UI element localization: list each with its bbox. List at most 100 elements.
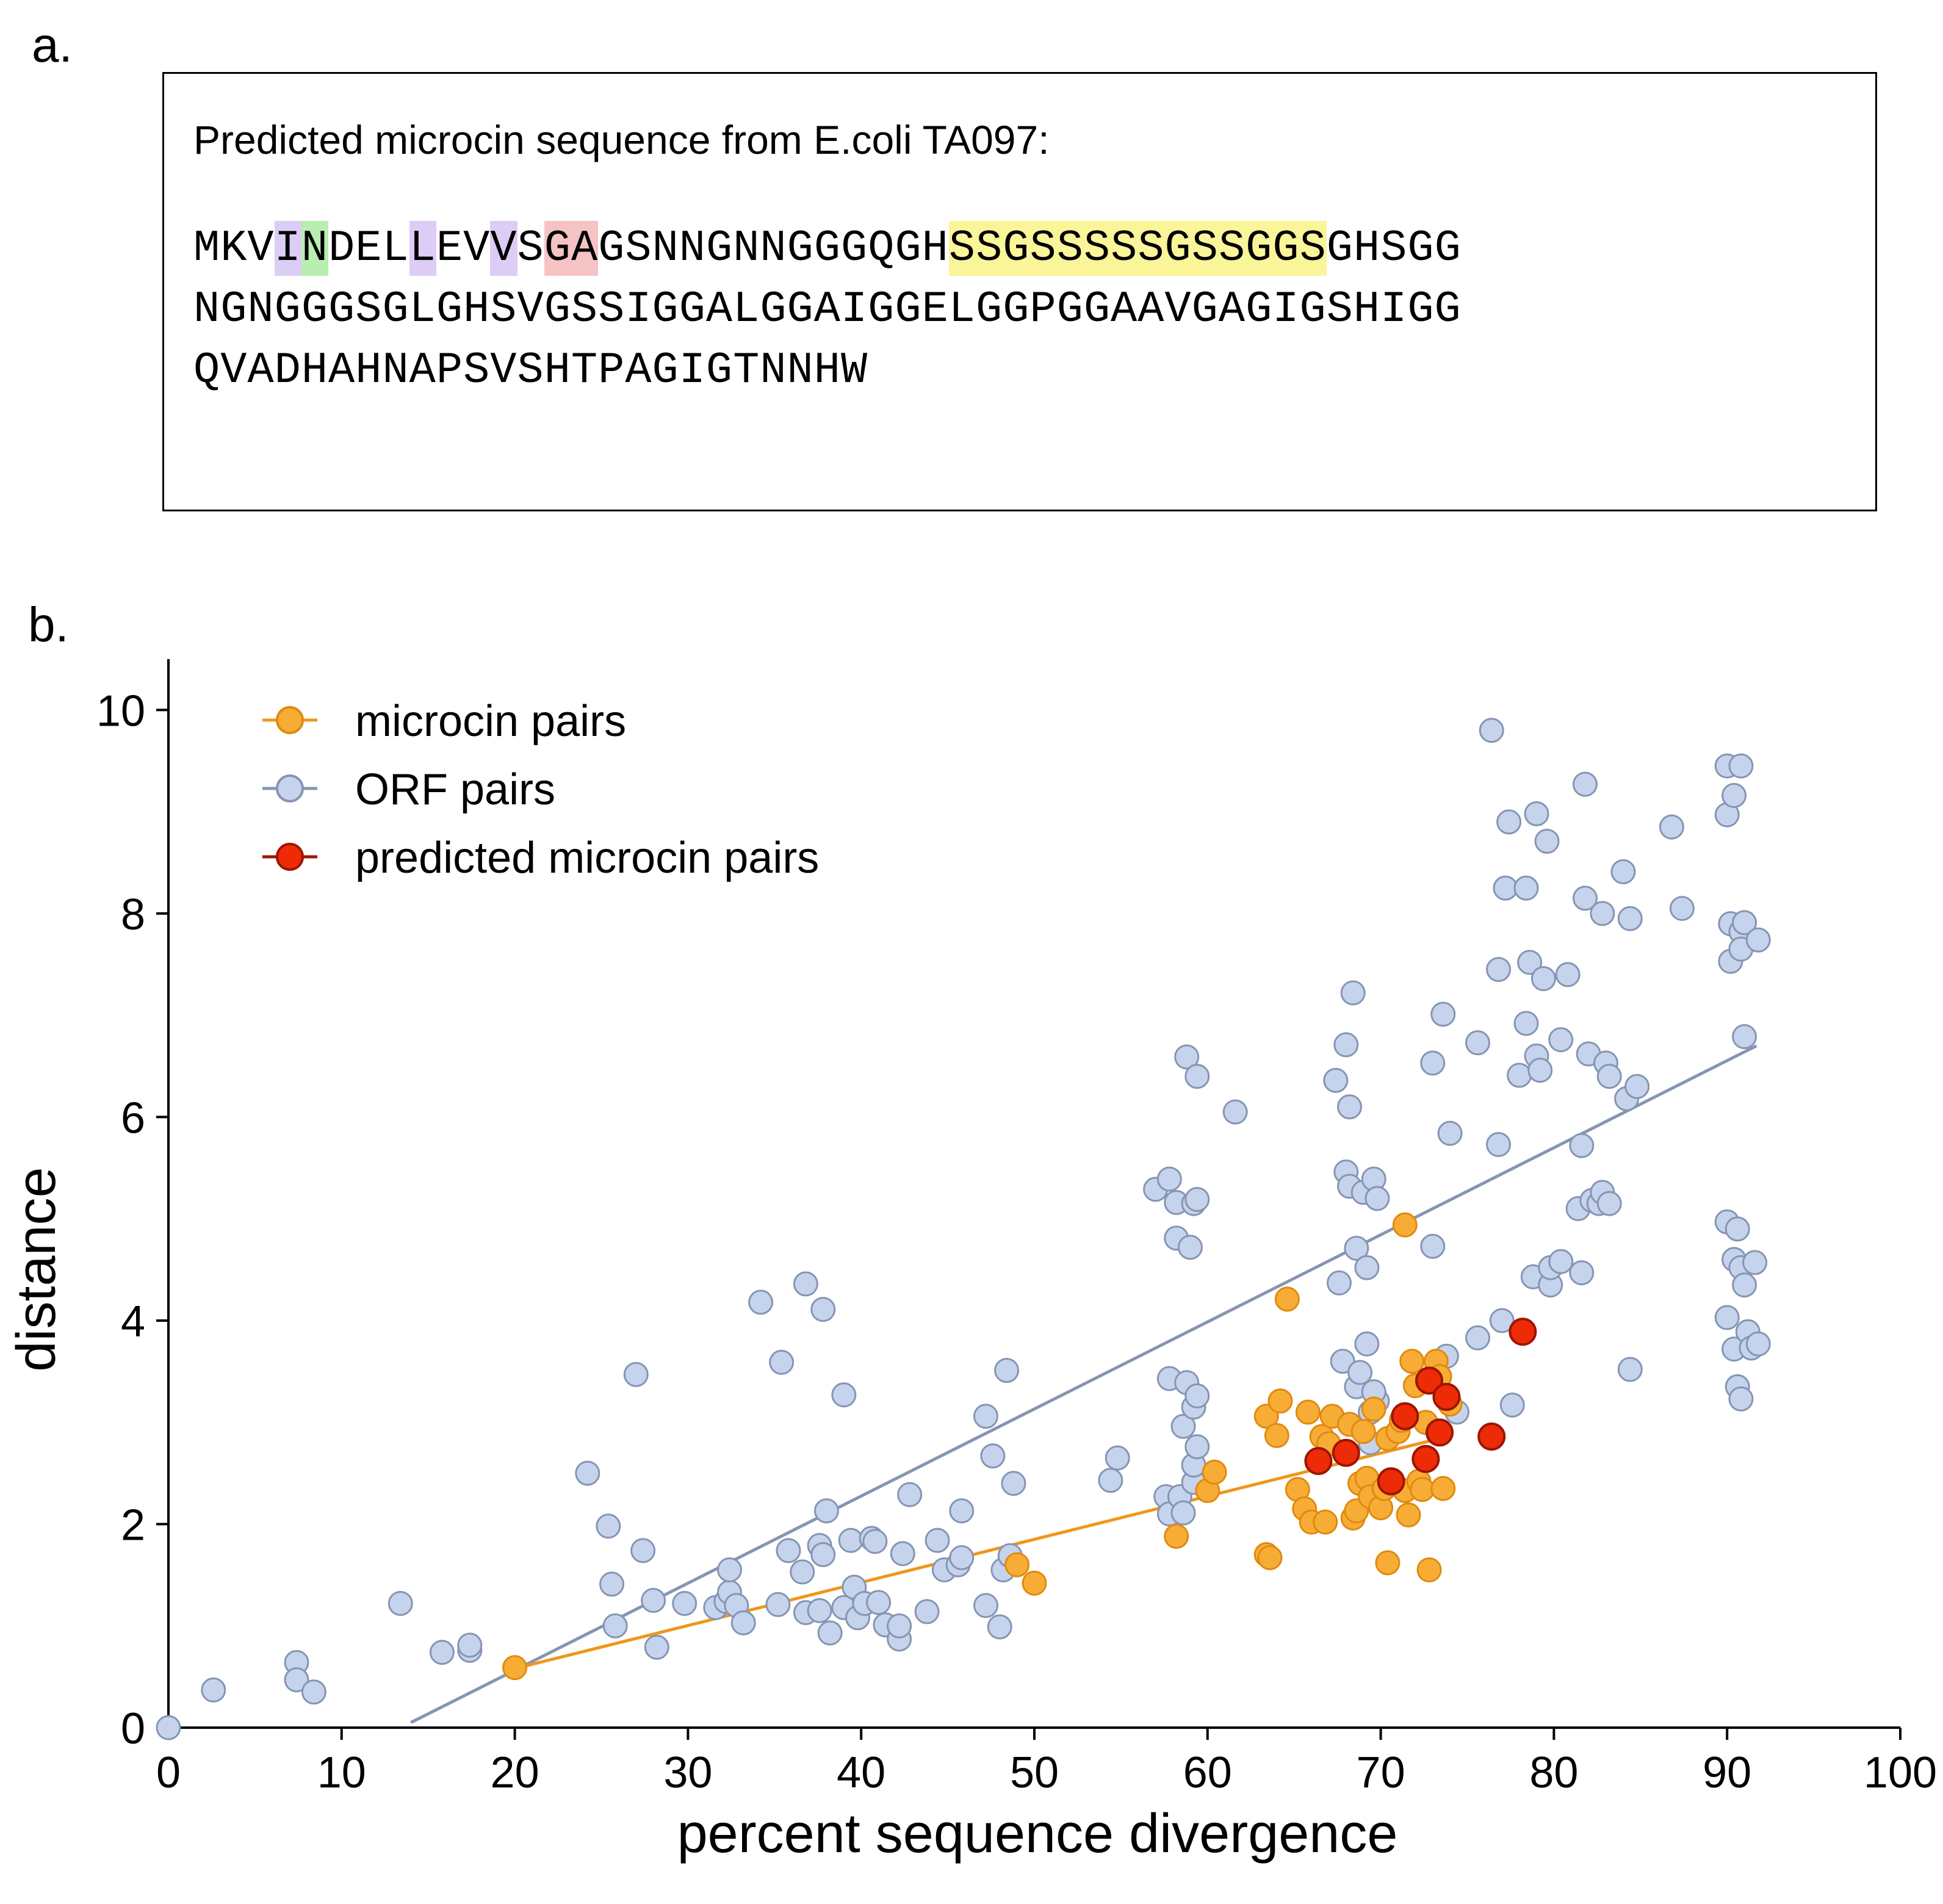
point-predicted-microcin-pairs: [1426, 1418, 1454, 1447]
point-microcin-pairs: [1257, 1545, 1283, 1571]
point-ORF-pairs: [575, 1460, 600, 1486]
point-ORF-pairs: [914, 1599, 940, 1625]
point-ORF-pairs: [599, 1571, 625, 1597]
point-predicted-microcin-pairs: [1477, 1423, 1506, 1451]
point-ORF-pairs: [1534, 829, 1560, 854]
legend-label: predicted microcin pairs: [355, 834, 819, 882]
sequence-segment: GSNNGNNGGGQGH: [598, 223, 949, 273]
sequence-segment: NGNGGGSGLGHSVGSSIGGALGGAIGGELGGPGGAAVGAG…: [193, 284, 1462, 334]
point-ORF-pairs: [1745, 1331, 1771, 1357]
point-ORF-pairs: [1732, 1024, 1757, 1050]
point-ORF-pairs: [1569, 1260, 1595, 1286]
point-ORF-pairs: [790, 1559, 815, 1585]
point-ORF-pairs: [1364, 1186, 1390, 1211]
point-ORF-pairs: [1728, 753, 1754, 779]
point-microcin-pairs: [1399, 1349, 1425, 1374]
point-ORF-pairs: [284, 1667, 309, 1693]
point-ORF-pairs: [1170, 1500, 1196, 1526]
point-ORF-pairs: [831, 1382, 857, 1408]
point-ORF-pairs: [457, 1632, 483, 1658]
point-ORF-pairs: [1177, 1235, 1203, 1260]
x-tick-label: 80: [1529, 1748, 1578, 1797]
point-ORF-pairs: [717, 1557, 743, 1583]
x-axis-label: percent sequence divergence: [677, 1803, 1398, 1864]
point-microcin-pairs: [1410, 1477, 1435, 1502]
sequence-line-1: MKVINDELLEVVSGAGSNNGNNGGGQGHSSGSSSSSGSSG…: [193, 221, 1462, 276]
point-ORF-pairs: [1530, 966, 1556, 992]
x-tick-label: 100: [1864, 1748, 1937, 1797]
x-tick-label: 40: [837, 1748, 885, 1797]
highlight-purple: L: [409, 221, 436, 276]
point-microcin-pairs: [1295, 1399, 1321, 1425]
point-ORF-pairs: [1596, 1191, 1622, 1216]
point-ORF-pairs: [1493, 875, 1518, 901]
point-ORF-pairs: [1714, 1305, 1740, 1330]
point-predicted-microcin-pairs: [1332, 1438, 1360, 1467]
point-ORF-pairs: [1513, 1011, 1539, 1036]
point-ORF-pairs: [1548, 1027, 1574, 1053]
point-ORF-pairs: [1170, 1413, 1196, 1439]
point-ORF-pairs: [769, 1349, 795, 1375]
point-ORF-pairs: [973, 1593, 999, 1618]
point-ORF-pairs: [1437, 1120, 1463, 1146]
point-ORF-pairs: [1617, 1357, 1643, 1382]
point-ORF-pairs: [1617, 906, 1643, 931]
point-ORF-pairs: [949, 1498, 975, 1524]
point-ORF-pairs: [1420, 1233, 1446, 1259]
point-ORF-pairs: [862, 1529, 888, 1554]
point-ORF-pairs: [1430, 1001, 1456, 1027]
point-ORF-pairs: [1517, 950, 1543, 975]
sequence-line-2: NGNGGGSGLGHSVGSSIGGALGGAIGGELGGPGGAAVGAG…: [193, 287, 1462, 331]
point-ORF-pairs: [1340, 980, 1366, 1006]
point-predicted-microcin-pairs: [1432, 1383, 1461, 1412]
point-ORF-pairs: [1742, 1250, 1768, 1275]
point-ORF-pairs: [866, 1590, 892, 1615]
point-ORF-pairs: [1486, 957, 1512, 983]
point-ORF-pairs: [925, 1527, 950, 1553]
point-ORF-pairs: [388, 1591, 413, 1617]
sequence-title: Predicted microcin sequence from E.coli …: [193, 117, 1050, 162]
y-tick-label: 10: [96, 687, 145, 735]
y-tick-label: 0: [121, 1704, 145, 1753]
point-ORF-pairs: [1347, 1360, 1373, 1385]
point-ORF-pairs: [429, 1640, 455, 1665]
highlight-yellow: SSGSSSSSGSSGGS: [948, 221, 1327, 276]
point-ORF-pairs: [156, 1715, 181, 1740]
y-tick-label: 2: [121, 1501, 145, 1549]
point-ORF-pairs: [1596, 1064, 1622, 1089]
x-tick-label: 70: [1357, 1748, 1405, 1797]
point-predicted-microcin-pairs: [1415, 1366, 1444, 1395]
sequence-segment: DEL: [328, 223, 409, 273]
point-microcin-pairs: [1392, 1212, 1418, 1238]
point-ORF-pairs: [813, 1498, 839, 1524]
point-ORF-pairs: [1527, 1058, 1553, 1083]
point-microcin-pairs: [1350, 1419, 1376, 1444]
point-ORF-pairs: [1513, 875, 1539, 901]
point-ORF-pairs: [1184, 1187, 1210, 1213]
point-ORF-pairs: [810, 1297, 836, 1322]
point-ORF-pairs: [1354, 1331, 1380, 1357]
legend-label: ORF pairs: [355, 765, 555, 814]
legend-marker: [276, 843, 304, 871]
y-tick-label: 8: [121, 890, 145, 939]
scatter-chart: 0 10 20 30 40 50 60 70 80 90 100 0 2 4 6 8 10 microcin p…: [6, 659, 1937, 1864]
point-ORF-pairs: [890, 1541, 915, 1567]
point-ORF-pairs: [1222, 1099, 1248, 1125]
point-ORF-pairs: [1572, 885, 1598, 911]
point-microcin-pairs: [1164, 1523, 1189, 1549]
point-ORF-pairs: [1105, 1445, 1130, 1471]
point-ORF-pairs: [1465, 1325, 1491, 1350]
point-ORF-pairs: [1725, 1216, 1750, 1242]
point-ORF-pairs: [644, 1634, 669, 1660]
point-ORF-pairs: [1344, 1236, 1369, 1261]
point-ORF-pairs: [1184, 1434, 1210, 1460]
point-ORF-pairs: [301, 1679, 326, 1705]
sequence-box: Predicted microcin sequence from E.coli …: [162, 72, 1877, 511]
point-ORF-pairs: [810, 1542, 836, 1568]
sequence-segment: QVADHAHNAPSVSHTPAGIGTNNHW: [193, 345, 868, 395]
sequence-segment: EV: [436, 223, 491, 273]
point-ORF-pairs: [994, 1358, 1020, 1383]
point-ORF-pairs: [793, 1271, 818, 1297]
point-ORF-pairs: [1333, 1032, 1359, 1058]
y-tick-label: 6: [121, 1094, 145, 1142]
